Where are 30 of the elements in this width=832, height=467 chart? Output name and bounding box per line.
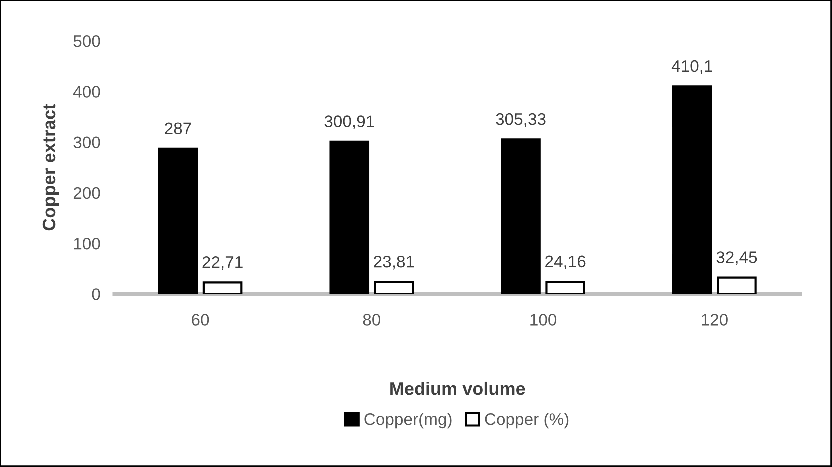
x-axis-title: Medium volume xyxy=(390,382,526,396)
bar xyxy=(546,280,586,294)
bar xyxy=(158,148,198,294)
data-label: 22,71 xyxy=(202,256,243,270)
x-tick-label: 80 xyxy=(363,314,381,326)
y-tick-label: 400 xyxy=(74,86,100,98)
bar xyxy=(374,281,414,294)
data-label: 300,91 xyxy=(324,116,374,130)
bar xyxy=(501,138,541,294)
data-label: 305,33 xyxy=(496,113,546,128)
legend-label: Copper(mg) xyxy=(364,413,452,429)
y-tick-label: 500 xyxy=(74,35,100,48)
bar xyxy=(330,140,370,294)
data-label: 287 xyxy=(165,122,192,135)
legend-label: Copper (%) xyxy=(485,413,569,429)
x-tick-label: 60 xyxy=(192,314,210,326)
y-tick-label: 100 xyxy=(74,238,100,250)
bar xyxy=(672,86,712,294)
data-label: 23,81 xyxy=(374,256,414,270)
bar xyxy=(202,282,243,294)
data-label: 32,45 xyxy=(716,252,758,266)
y-axis-title: Copper extract xyxy=(42,104,60,231)
x-tick-label: 100 xyxy=(530,314,557,326)
bar xyxy=(717,276,757,294)
y-tick-label: 200 xyxy=(74,187,100,200)
data-label: 24,16 xyxy=(546,256,586,270)
y-tick-label: 300 xyxy=(74,136,100,149)
y-tick-label: 0 xyxy=(92,288,100,300)
data-label: 410,1 xyxy=(672,60,712,74)
x-tick-label: 120 xyxy=(702,314,728,326)
